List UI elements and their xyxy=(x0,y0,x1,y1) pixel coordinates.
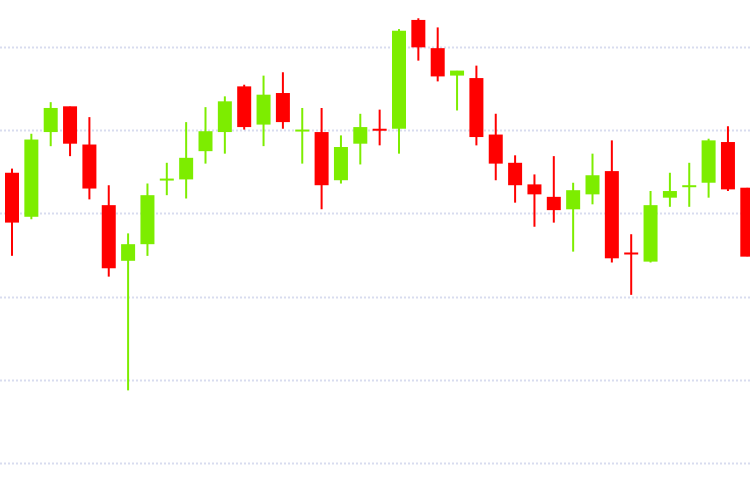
candle-body-up xyxy=(121,244,136,261)
candle xyxy=(720,126,735,192)
candle-body-down xyxy=(488,134,503,164)
candle xyxy=(604,140,619,263)
candles xyxy=(5,18,750,391)
candle-body-up xyxy=(643,205,658,262)
candle xyxy=(82,117,97,200)
candle xyxy=(488,113,503,181)
candle xyxy=(314,107,329,210)
candle xyxy=(643,191,658,263)
candle-body-up xyxy=(140,195,155,245)
candle-body-up xyxy=(566,190,581,210)
candle-body-up xyxy=(217,101,232,133)
candle xyxy=(662,172,677,207)
candle-body-up xyxy=(682,185,697,188)
candle xyxy=(624,234,639,295)
candle-body-down xyxy=(314,132,329,186)
candle-body-up xyxy=(333,147,348,181)
candle-body-down xyxy=(411,19,426,48)
candle-body-down xyxy=(5,172,19,223)
candle xyxy=(682,162,697,207)
candle-body-down xyxy=(275,93,290,123)
candle-body-up xyxy=(159,178,174,181)
candle xyxy=(411,18,426,61)
candle xyxy=(392,29,406,154)
candle-body-down xyxy=(372,128,387,131)
candle-body-down xyxy=(604,171,619,259)
candle xyxy=(121,233,136,391)
candle-body-up xyxy=(392,30,406,129)
candle xyxy=(333,135,348,184)
candle xyxy=(198,107,213,164)
candle-body-up xyxy=(179,157,194,180)
candle-body-down xyxy=(101,205,116,269)
candle-body-up xyxy=(353,127,368,144)
candle xyxy=(430,27,445,82)
candle xyxy=(469,65,484,146)
candle xyxy=(701,138,716,198)
candle xyxy=(372,109,387,146)
candle-body-down xyxy=(508,162,523,186)
candle xyxy=(353,113,368,165)
candle-body-down xyxy=(546,196,561,211)
candle-body-down xyxy=(527,184,542,195)
candle xyxy=(101,185,116,277)
candle-body-up xyxy=(450,70,465,76)
candle xyxy=(450,70,465,111)
candle-body-down xyxy=(469,78,484,138)
candle-body-up xyxy=(662,191,677,198)
candle-body-up xyxy=(256,94,271,125)
gridlines xyxy=(0,46,750,465)
candle xyxy=(295,107,310,164)
candle-body-up xyxy=(43,107,58,133)
candle xyxy=(275,72,290,129)
candle-body-down xyxy=(82,144,97,189)
candle-body-down xyxy=(237,86,252,128)
candle-body-up xyxy=(701,140,716,183)
candle xyxy=(527,174,542,227)
candle-body-down xyxy=(430,48,445,77)
candle-body-down xyxy=(720,142,735,190)
candle xyxy=(566,182,581,252)
candle xyxy=(217,96,232,154)
candle xyxy=(140,183,155,256)
candle xyxy=(546,156,561,223)
candle xyxy=(508,155,523,203)
candle-body-down xyxy=(624,252,639,255)
candle-body-up xyxy=(198,131,213,152)
candle xyxy=(740,187,750,257)
candle-body-down xyxy=(740,187,750,257)
candle xyxy=(256,75,271,147)
candle xyxy=(24,133,39,220)
candle xyxy=(237,84,252,130)
candle-body-up xyxy=(24,139,39,217)
candle xyxy=(179,122,194,199)
candle xyxy=(159,162,174,196)
candle-body-up xyxy=(295,129,310,132)
candle xyxy=(5,168,19,256)
candle xyxy=(43,102,58,147)
candle-body-up xyxy=(585,175,600,195)
candle xyxy=(585,153,600,205)
candle xyxy=(63,106,78,157)
candle-body-down xyxy=(63,106,78,144)
